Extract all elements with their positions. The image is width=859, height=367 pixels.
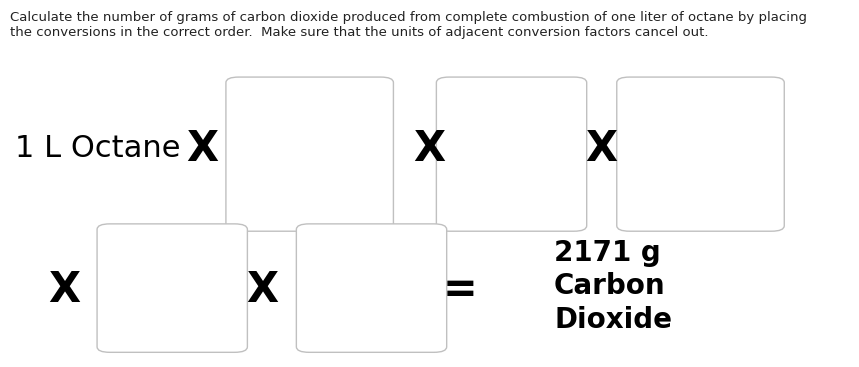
FancyBboxPatch shape <box>226 77 393 231</box>
Text: 1 L Octane: 1 L Octane <box>15 134 181 163</box>
Text: X: X <box>48 269 81 311</box>
FancyBboxPatch shape <box>617 77 784 231</box>
FancyBboxPatch shape <box>97 224 247 352</box>
FancyBboxPatch shape <box>436 77 587 231</box>
FancyBboxPatch shape <box>296 224 447 352</box>
Text: =: = <box>442 269 477 311</box>
Text: Calculate the number of grams of carbon dioxide produced from complete combustio: Calculate the number of grams of carbon … <box>10 11 807 39</box>
Text: X: X <box>413 128 446 170</box>
Text: X: X <box>186 128 218 170</box>
Text: X: X <box>246 269 278 311</box>
Text: X: X <box>585 128 618 170</box>
Text: 2171 g
Carbon
Dioxide: 2171 g Carbon Dioxide <box>554 239 672 334</box>
